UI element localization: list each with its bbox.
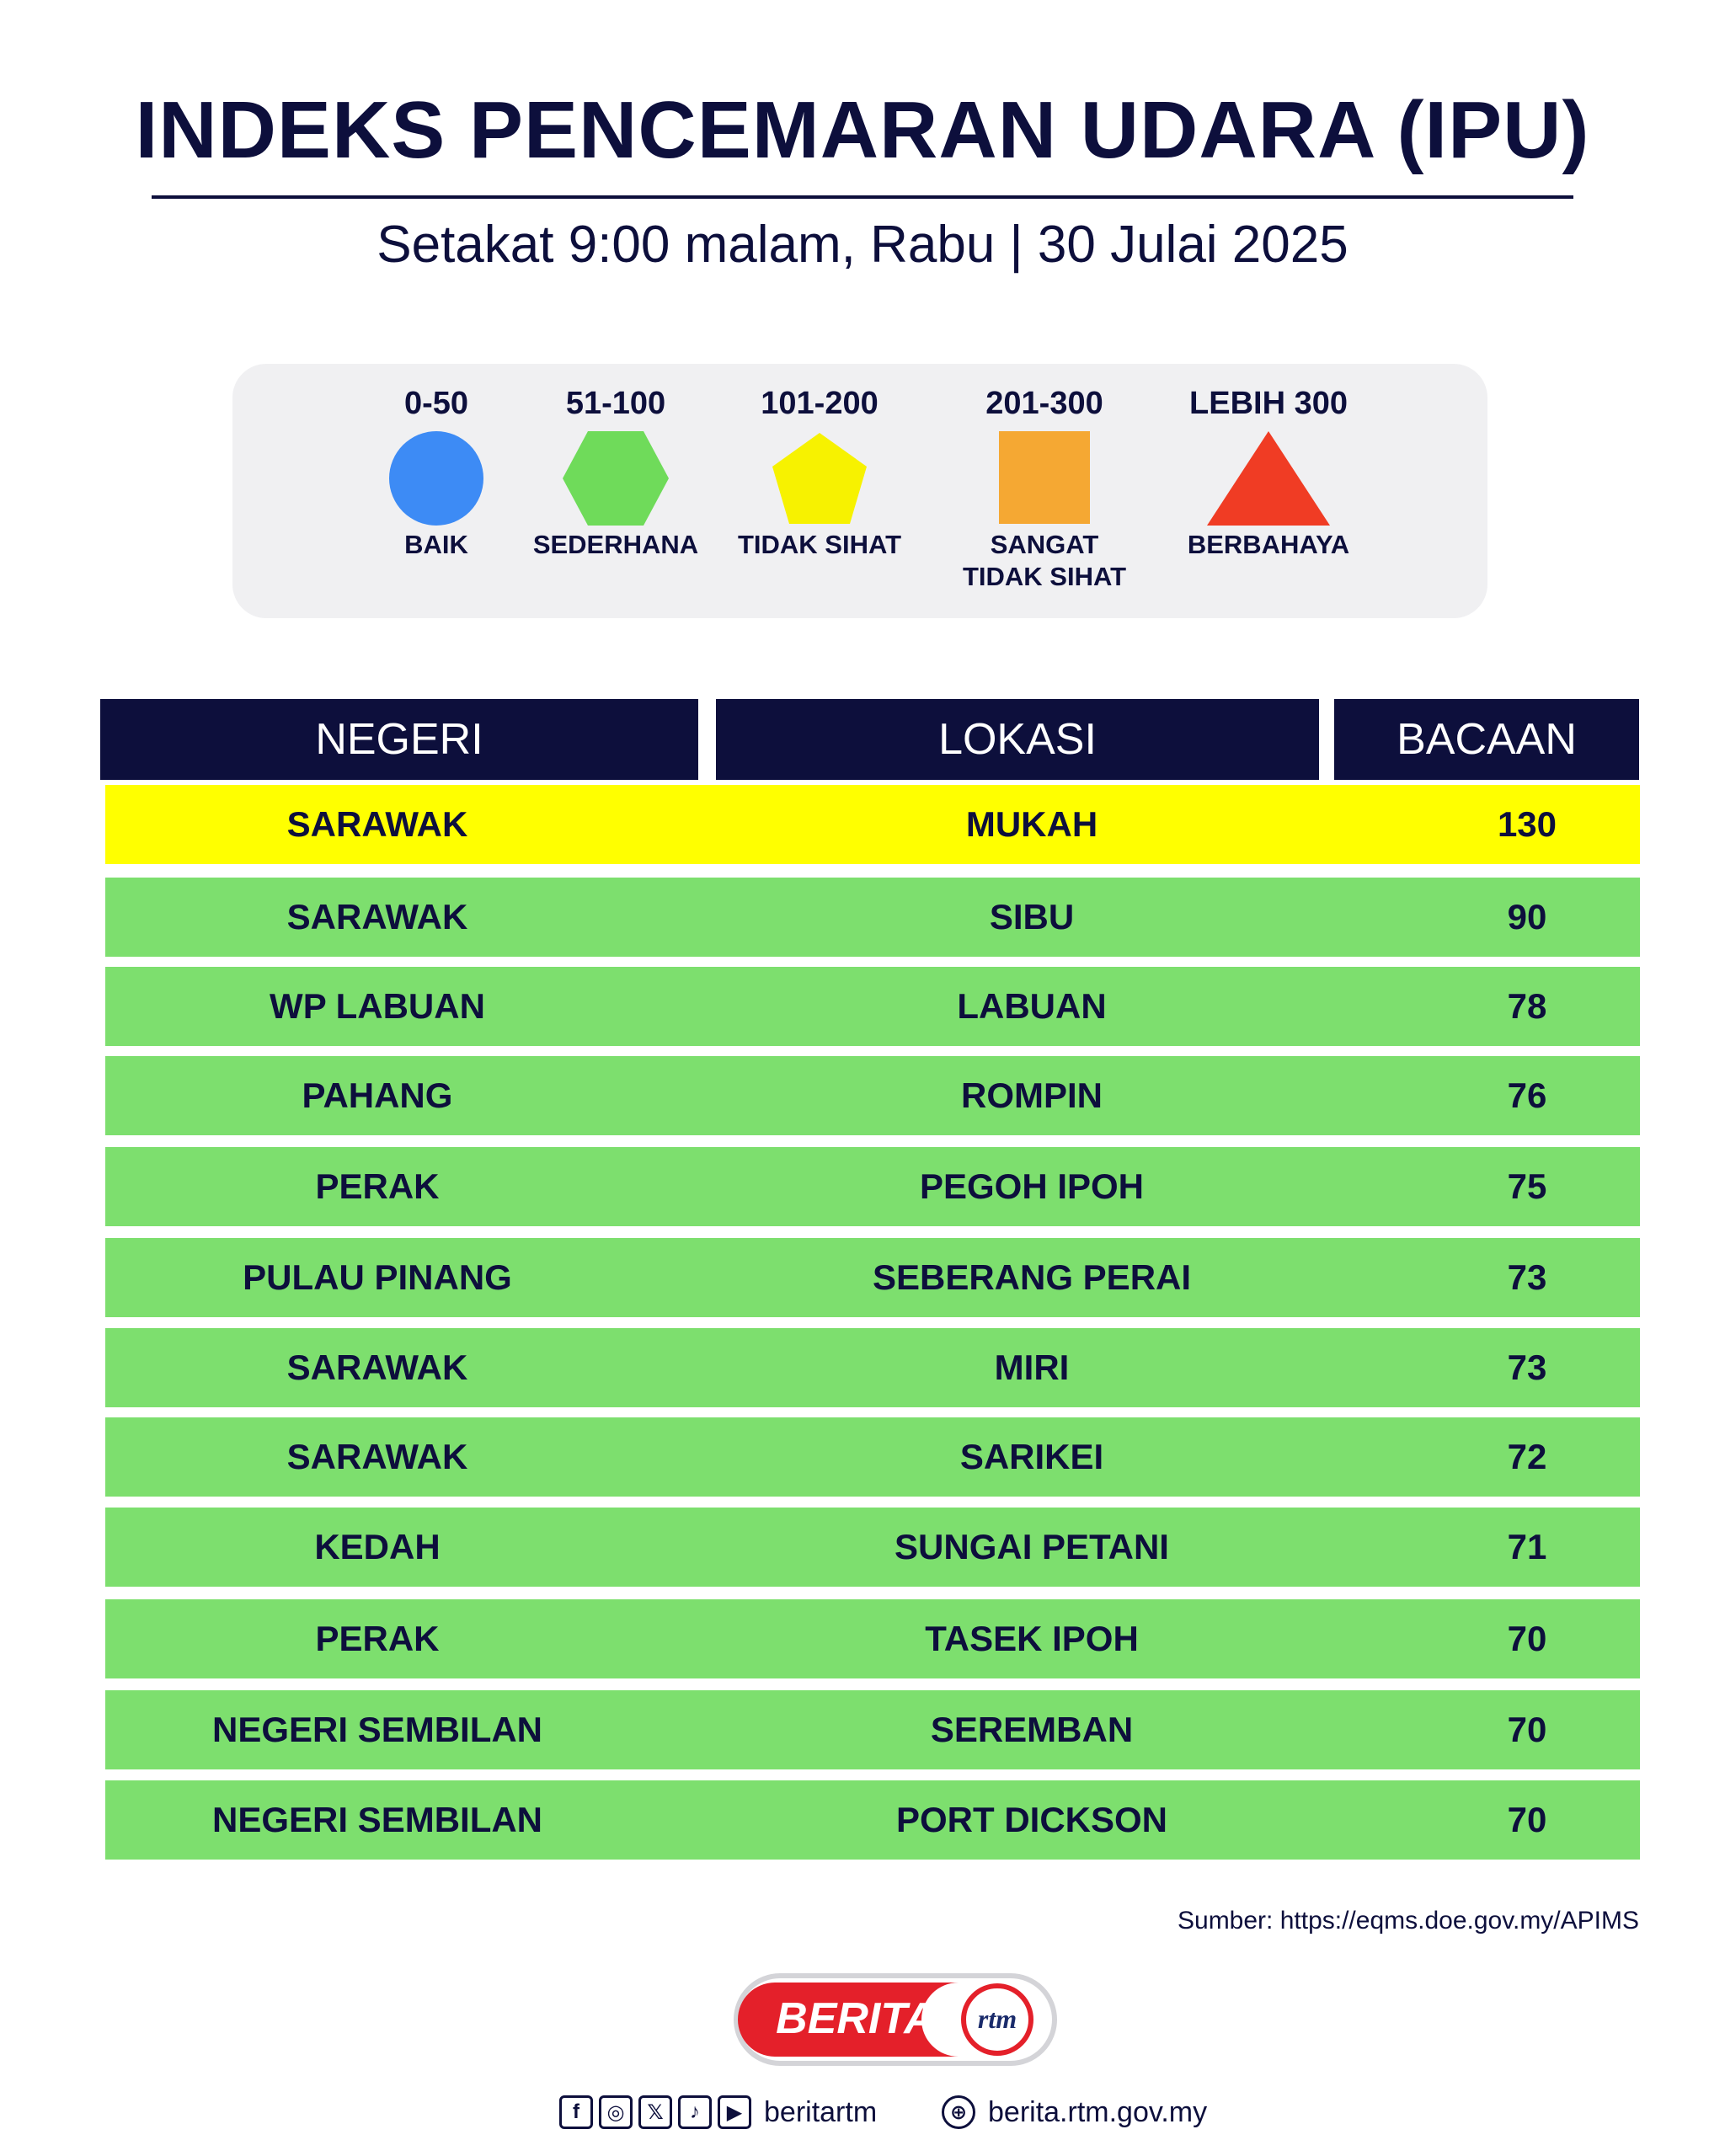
- cell-negeri: NEGERI SEMBILAN: [211, 1710, 543, 1749]
- facebook-icon[interactable]: f: [559, 2095, 593, 2129]
- cell-negeri: SARAWAK: [286, 1437, 468, 1476]
- social-handle: beritartm: [764, 2095, 878, 2128]
- table-row: SARAWAK MUKAH 130: [105, 785, 1640, 864]
- square-icon: [999, 431, 1090, 524]
- cell-lokasi: SEREMBAN: [930, 1710, 1134, 1749]
- table-row: NEGERI SEMBILAN SEREMBAN 70: [105, 1690, 1640, 1769]
- legend-label: TIDAK SIHAT: [737, 530, 902, 559]
- cell-bacaan: 130: [1497, 804, 1557, 844]
- cell-bacaan: 70: [1507, 1800, 1547, 1839]
- cell-bacaan: 70: [1507, 1710, 1547, 1749]
- cell-bacaan: 73: [1507, 1257, 1547, 1297]
- cell-negeri: PERAK: [315, 1166, 440, 1206]
- cell-lokasi: SUNGAI PETANI: [895, 1527, 1169, 1566]
- instagram-icon[interactable]: ◎: [599, 2095, 633, 2129]
- legend-item-baik: 0-50 BAIK: [327, 364, 546, 618]
- legend-panel: 0-50 BAIK 51-100 SEDERHANA 101-200 TIDAK…: [232, 364, 1487, 618]
- cell-lokasi: TASEK IPOH: [925, 1619, 1139, 1658]
- table-row: SARAWAK MIRI 73: [105, 1328, 1640, 1407]
- table-row: KEDAH SUNGAI PETANI 71: [105, 1508, 1640, 1587]
- cell-negeri: WP LABUAN: [270, 986, 485, 1026]
- youtube-icon[interactable]: ▶: [718, 2095, 751, 2129]
- website-url: berita.rtm.gov.my: [988, 2095, 1208, 2128]
- tiktok-icon[interactable]: ♪: [678, 2095, 712, 2129]
- legend-item-berbahaya: LEBIH 300 BERBAHAYA: [1159, 364, 1378, 618]
- cell-negeri: SARAWAK: [286, 804, 468, 844]
- social-links: f ◎ 𝕏 ♪ ▶ beritartm: [559, 2092, 877, 2132]
- svg-text:BERITA: BERITA: [776, 1994, 936, 2043]
- cell-negeri: NEGERI SEMBILAN: [211, 1800, 543, 1839]
- legend-range: LEBIH 300: [1189, 386, 1348, 421]
- legend-range: 101-200: [761, 386, 879, 421]
- legend-range: 51-100: [565, 386, 666, 421]
- cell-negeri: KEDAH: [314, 1527, 441, 1566]
- globe-icon: ⊕: [942, 2095, 975, 2129]
- page-title: INDEKS PENCEMARAN UDARA (IPU): [135, 85, 1590, 175]
- table-row: PERAK TASEK IPOH 70: [105, 1599, 1640, 1678]
- cell-bacaan: 78: [1507, 986, 1547, 1026]
- cell-negeri: PAHANG: [302, 1075, 453, 1115]
- pentagon-icon: [772, 433, 867, 524]
- page-subtitle: Setakat 9:00 malam, Rabu | 30 Julai 2025: [377, 216, 1348, 274]
- table-row: SARAWAK SARIKEI 72: [105, 1417, 1640, 1497]
- legend-label: BERBAHAYA: [1187, 530, 1350, 559]
- cell-lokasi: ROMPIN: [961, 1075, 1103, 1115]
- legend-range: 0-50: [403, 386, 469, 421]
- cell-negeri: SARAWAK: [286, 1348, 468, 1387]
- legend-label: BAIK: [404, 530, 468, 559]
- circle-icon: [389, 431, 483, 526]
- cell-lokasi: LABUAN: [957, 986, 1107, 1026]
- svg-text:rtm: rtm: [978, 2004, 1017, 2034]
- cell-negeri: SARAWAK: [286, 897, 468, 937]
- cell-bacaan: 76: [1507, 1075, 1547, 1115]
- website-link[interactable]: ⊕ berita.rtm.gov.my: [942, 2092, 1207, 2132]
- cell-lokasi: SEBERANG PERAI: [872, 1257, 1192, 1297]
- x-icon[interactable]: 𝕏: [638, 2095, 672, 2129]
- column-header-negeri: NEGERI: [100, 699, 698, 780]
- cell-lokasi: SARIKEI: [959, 1437, 1104, 1476]
- cell-bacaan: 73: [1507, 1348, 1547, 1387]
- cell-bacaan: 75: [1507, 1166, 1547, 1206]
- cell-lokasi: PEGOH IPOH: [919, 1166, 1145, 1206]
- table-row: PAHANG ROMPIN 76: [105, 1056, 1640, 1135]
- table-row: WP LABUAN LABUAN 78: [105, 967, 1640, 1046]
- legend-item-sangat-tidak-sihat: 201-300 SANGAT TIDAK SIHAT: [935, 364, 1154, 618]
- title-divider: [152, 195, 1573, 199]
- legend-label: SANGAT TIDAK SIHAT: [962, 530, 1127, 591]
- cell-negeri: PERAK: [315, 1619, 440, 1658]
- hexagon-icon: [563, 431, 669, 526]
- table-row: NEGERI SEMBILAN PORT DICKSON 70: [105, 1780, 1640, 1860]
- cell-negeri: PULAU PINANG: [243, 1257, 512, 1297]
- cell-bacaan: 70: [1507, 1619, 1547, 1658]
- legend-item-sederhana: 51-100 SEDERHANA: [506, 364, 725, 618]
- legend-item-tidak-sihat: 101-200 TIDAK SIHAT: [710, 364, 929, 618]
- legend-label: SEDERHANA: [532, 530, 699, 559]
- berita-rtm-logo: BERITA rtm: [734, 1973, 1057, 2066]
- column-header-lokasi: LOKASI: [716, 699, 1319, 780]
- table-row: SARAWAK SIBU 90: [105, 878, 1640, 957]
- cell-bacaan: 72: [1507, 1437, 1547, 1476]
- table-row: PULAU PINANG SEBERANG PERAI 73: [105, 1238, 1640, 1317]
- table-row: PERAK PEGOH IPOH 75: [105, 1147, 1640, 1226]
- cell-lokasi: MIRI: [994, 1348, 1070, 1387]
- legend-range: 201-300: [985, 386, 1103, 421]
- triangle-icon: [1207, 431, 1330, 526]
- column-header-bacaan: BACAAN: [1334, 699, 1639, 780]
- source-note: Sumber: https://eqms.doe.gov.my/APIMS: [1178, 1907, 1639, 1935]
- cell-lokasi: SIBU: [989, 897, 1075, 937]
- cell-lokasi: MUKAH: [965, 804, 1098, 844]
- cell-bacaan: 90: [1507, 897, 1547, 937]
- cell-lokasi: PORT DICKSON: [895, 1800, 1167, 1839]
- cell-bacaan: 71: [1507, 1527, 1547, 1566]
